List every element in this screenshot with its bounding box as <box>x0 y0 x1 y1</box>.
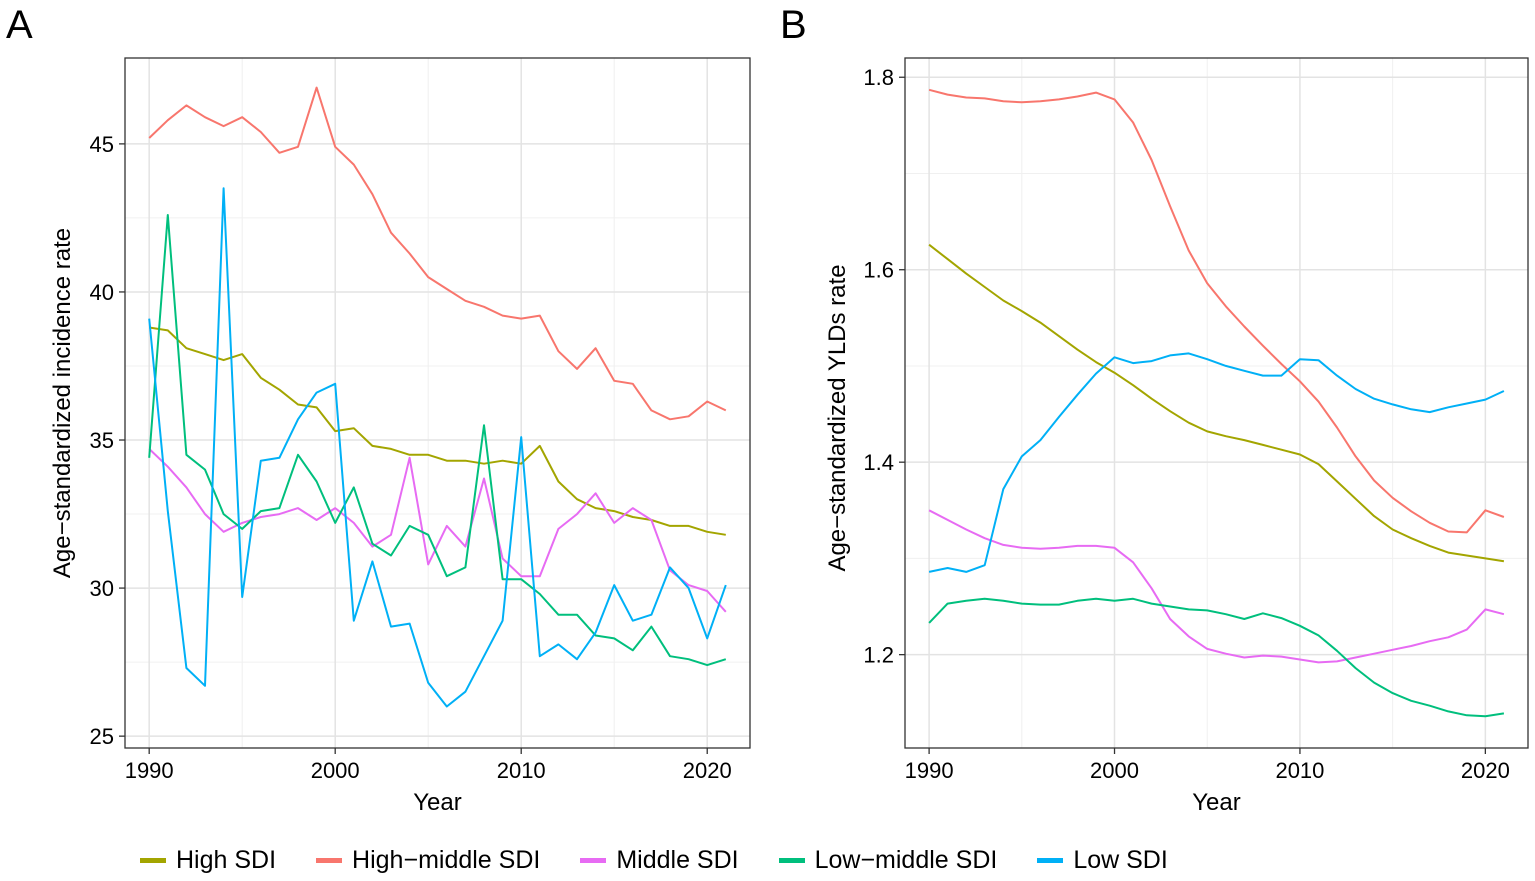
series-line-high-middle-sdi <box>928 88 1505 534</box>
legend-swatch-low-middle-sdi <box>778 857 805 863</box>
plot-border <box>124 57 751 749</box>
plot-border <box>904 57 1529 749</box>
y-tick-label: 45 <box>90 132 114 157</box>
plot-background <box>905 58 1528 748</box>
x-tick-label: 2020 <box>683 758 732 783</box>
x-tick-label: 1990 <box>905 758 954 783</box>
series-line-high-sdi <box>149 326 726 536</box>
legend-label: Low−middle SDI <box>814 845 998 874</box>
legend-label: Middle SDI <box>616 845 739 874</box>
y-tick-label: 30 <box>90 576 114 601</box>
panel-b: 1990 2000 2010 2020 1.2 1.4 1.6 1.8 Year Age−stan… <box>780 3 1529 816</box>
series-line-low-middle-sdi <box>148 214 727 667</box>
legend-label: High−middle SDI <box>352 845 541 874</box>
legend-item-low-middle-sdi: Low−middle SDI <box>778 845 998 875</box>
series-line-high-middle-sdi <box>148 86 727 421</box>
plot-background <box>125 58 750 748</box>
x-axis-title: Year <box>413 789 462 816</box>
legend-swatch-low-sdi <box>1037 857 1064 863</box>
panel-label: B <box>780 3 807 47</box>
legend-item-high-sdi: High SDI <box>140 846 276 875</box>
x-tick-label: 2010 <box>1275 758 1324 783</box>
y-tick-label: 1.4 <box>863 450 894 475</box>
legend-label: High SDI <box>176 845 277 874</box>
legend-swatch-middle-sdi <box>580 857 607 863</box>
legend-swatch-high-middle-sdi <box>316 857 343 863</box>
series-line-low-middle-sdi <box>928 597 1505 718</box>
y-tick-label: 1.2 <box>863 643 894 668</box>
series-line-middle-sdi <box>148 448 727 613</box>
legend-item-middle-sdi: Middle SDI <box>580 845 739 875</box>
y-tick-label: 40 <box>90 280 114 305</box>
x-tick-label: 2010 <box>497 758 546 783</box>
y-tick-label: 1.8 <box>863 65 894 90</box>
y-tick-label: 25 <box>90 724 114 749</box>
legend-label: Low SDI <box>1073 845 1168 874</box>
x-tick-label: 1990 <box>125 758 174 783</box>
legend-swatch-high-sdi <box>140 857 166 863</box>
legend-item-high-middle-sdi: High−middle SDI <box>316 846 540 875</box>
series-line-low-sdi <box>928 352 1505 573</box>
y-tick-label: 1.6 <box>863 258 894 283</box>
y-axis-title: Age−standardized incidence rate <box>49 228 76 578</box>
x-tick-label: 2000 <box>311 758 360 783</box>
series-line-low-sdi <box>148 187 727 708</box>
x-tick-label: 2000 <box>1090 758 1139 783</box>
panel-a: 1990 2000 2010 2020 25 30 35 40 45 Year Age−standa… <box>6 3 751 816</box>
y-axis-title: Age−standardized YLDs rate <box>824 264 851 571</box>
y-tick-label: 35 <box>90 428 114 453</box>
x-axis-title: Year <box>1192 789 1241 816</box>
series-line-middle-sdi <box>928 509 1505 664</box>
panel-label: A <box>6 3 33 47</box>
x-tick-label: 2020 <box>1461 758 1510 783</box>
legend: High SDI High−middle SDI Middle SDI Low−… <box>140 842 1168 878</box>
legend-item-low-sdi: Low SDI <box>1037 845 1168 875</box>
series-line-high-sdi <box>928 243 1505 563</box>
